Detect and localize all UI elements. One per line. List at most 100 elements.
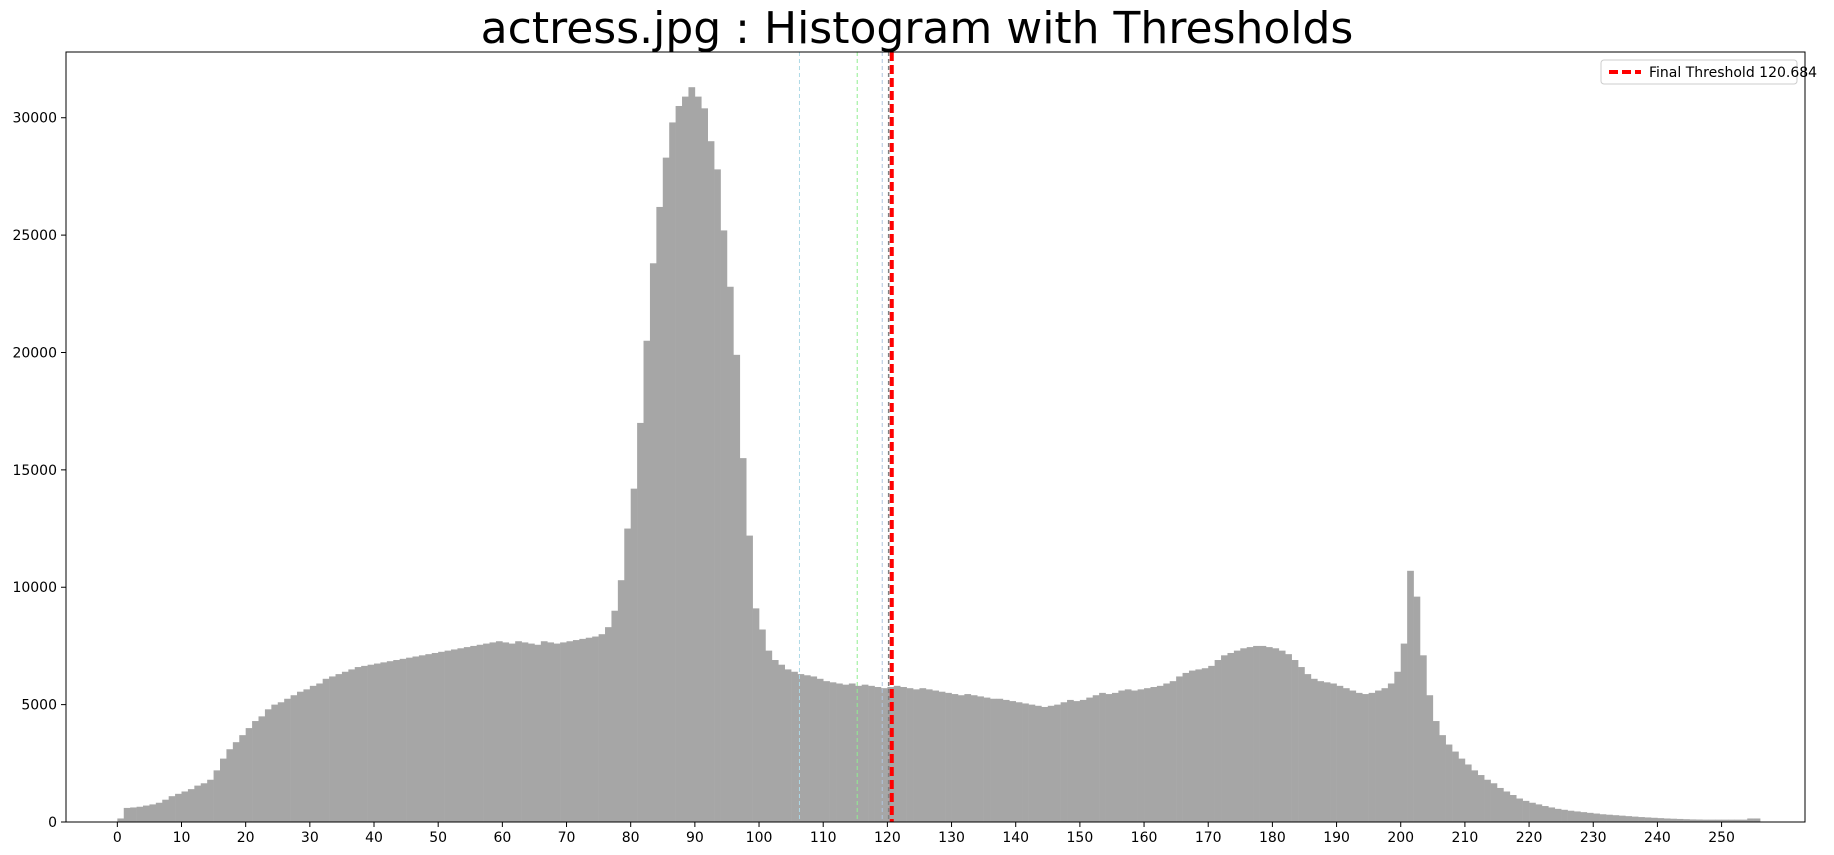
histogram-bar xyxy=(444,650,452,822)
histogram-bar xyxy=(1387,683,1395,822)
histogram-bar xyxy=(1740,819,1748,822)
x-tick-label: 150 xyxy=(1067,830,1094,846)
histogram-bar xyxy=(784,669,792,822)
histogram-bar xyxy=(1753,818,1761,822)
histogram-bar xyxy=(528,643,535,822)
x-tick-label: 170 xyxy=(1195,830,1222,846)
histogram-bar xyxy=(1381,688,1389,822)
histogram-bar xyxy=(566,641,574,822)
threshold-lines xyxy=(798,52,894,822)
histogram-bar xyxy=(547,642,554,822)
histogram-bar xyxy=(290,695,298,822)
histogram-bar xyxy=(765,650,773,822)
histogram-bar xyxy=(553,643,561,822)
histogram-bar xyxy=(1195,669,1203,822)
histogram-bar xyxy=(624,528,631,822)
histogram-bar xyxy=(1002,699,1010,822)
histogram-bar xyxy=(1323,682,1331,822)
histogram-bar xyxy=(245,728,253,822)
histogram-bar xyxy=(1516,798,1523,822)
histogram-bar xyxy=(1131,690,1138,822)
histogram-bar xyxy=(579,638,587,822)
histogram-bar xyxy=(495,641,503,822)
plot-frame xyxy=(65,51,1806,823)
x-tick-label: 210 xyxy=(1452,830,1479,846)
histogram-bar xyxy=(1727,819,1735,822)
histogram-bar xyxy=(605,627,612,822)
histogram-bar xyxy=(1092,695,1100,822)
x-tick-label: 110 xyxy=(810,830,837,846)
histogram-bar xyxy=(348,669,356,822)
y-tick-label: 15000 xyxy=(12,463,57,479)
histogram-bar xyxy=(329,676,336,822)
x-tick-label: 30 xyxy=(301,830,319,846)
histogram-bar xyxy=(1054,704,1061,822)
y-tick-label: 10000 xyxy=(12,580,57,596)
y-tick-label: 5000 xyxy=(21,698,57,714)
histogram-bar xyxy=(1618,815,1626,822)
histogram-bar xyxy=(778,664,786,822)
histogram-bar xyxy=(399,658,407,822)
histogram-bar xyxy=(1567,810,1575,822)
histogram-bar xyxy=(1471,770,1479,822)
histogram-bar xyxy=(1034,705,1042,822)
histogram-bar xyxy=(1176,676,1183,822)
histogram-bar xyxy=(1522,800,1530,822)
x-tick-label: 70 xyxy=(558,830,576,846)
histogram-bar xyxy=(470,645,477,822)
histogram-bar xyxy=(1272,648,1280,822)
histogram-bar xyxy=(149,804,157,822)
histogram-bar xyxy=(393,660,400,822)
histogram-bar xyxy=(1060,702,1068,822)
histogram-bar xyxy=(316,683,323,822)
histogram-bar xyxy=(1586,812,1594,822)
histogram-bar xyxy=(560,642,567,822)
x-tick-label: 220 xyxy=(1516,830,1543,846)
chart-title: actress.jpg : Histogram with Thresholds xyxy=(481,3,1354,54)
legend: Final Threshold 120.684 xyxy=(1600,59,1817,85)
histogram-bar xyxy=(1541,806,1549,822)
histogram-bar xyxy=(925,689,933,822)
histogram-bar xyxy=(187,789,195,822)
histogram-bar xyxy=(213,770,221,822)
histogram-bar xyxy=(1182,672,1190,822)
histogram-bar xyxy=(803,675,811,822)
histogram-bar xyxy=(252,721,259,822)
x-tick-label: 10 xyxy=(173,830,191,846)
x-tick-label: 120 xyxy=(874,830,901,846)
histogram-bar xyxy=(431,652,439,822)
histogram-bar xyxy=(540,641,548,822)
histogram-bar xyxy=(945,692,952,822)
histogram-bar xyxy=(303,689,311,822)
histogram-bar xyxy=(1593,813,1600,822)
histogram-bar xyxy=(1509,795,1517,822)
histogram-bar xyxy=(271,704,279,822)
histogram-bar xyxy=(970,695,978,822)
histogram-bar xyxy=(1285,654,1292,822)
histogram-bar xyxy=(649,263,657,822)
histogram-bar xyxy=(1496,787,1504,822)
histogram-bar xyxy=(309,685,317,822)
histogram-bar xyxy=(175,793,182,822)
histogram-bar xyxy=(1291,660,1299,822)
histogram-bar xyxy=(1445,744,1453,822)
histogram-bar xyxy=(194,785,202,822)
histogram-bar xyxy=(868,685,875,822)
histogram-bar xyxy=(1330,683,1337,822)
histogram-bar xyxy=(957,695,965,822)
histogram-bar xyxy=(1670,818,1677,822)
histogram-bar xyxy=(136,806,144,822)
histogram-bar xyxy=(476,644,484,822)
histogram-bar xyxy=(1599,814,1607,822)
histogram-bar xyxy=(489,642,497,822)
histogram-bar xyxy=(694,96,702,823)
x-tick-label: 190 xyxy=(1323,830,1350,846)
x-tick-label: 50 xyxy=(429,830,447,846)
histogram-bar xyxy=(1375,690,1382,822)
x-tick-label: 160 xyxy=(1131,830,1158,846)
histogram-bar xyxy=(232,742,240,822)
histogram-bar xyxy=(1676,818,1684,822)
histogram-bar xyxy=(451,649,458,822)
histogram-bar xyxy=(502,642,510,822)
histogram-bar xyxy=(1464,764,1472,822)
